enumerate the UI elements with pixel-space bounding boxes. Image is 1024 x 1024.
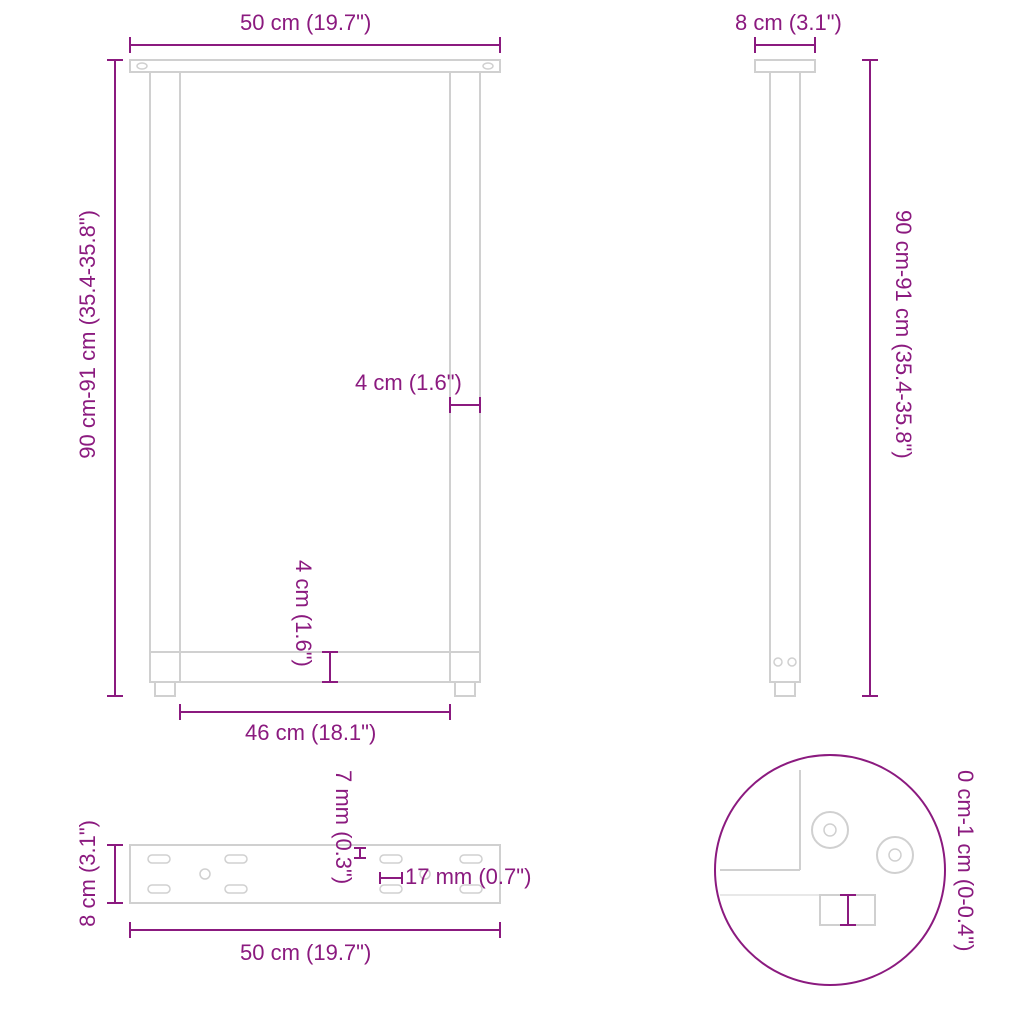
label-plate-height: 8 cm (3.1") <box>75 820 101 927</box>
label-tube-width: 4 cm (1.6") <box>355 370 462 396</box>
label-foot-adjust: 0 cm-1 cm (0-0.4") <box>952 770 978 951</box>
label-inner-width: 46 cm (18.1") <box>245 720 376 746</box>
label-side-top: 8 cm (3.1") <box>735 10 842 36</box>
label-plate-width: 50 cm (19.7") <box>240 940 371 966</box>
label-tube-height: 4 cm (1.6") <box>290 560 316 667</box>
label-top-width: 50 cm (19.7") <box>240 10 371 36</box>
label-plate-slot: 17 mm (0.7") <box>405 864 531 890</box>
label-front-height: 90 cm-91 cm (35.4-35.8") <box>75 210 101 459</box>
label-side-height: 90 cm-91 cm (35.4-35.8") <box>890 210 916 459</box>
label-plate-hole-gap: 7 mm (0.3") <box>330 770 356 884</box>
